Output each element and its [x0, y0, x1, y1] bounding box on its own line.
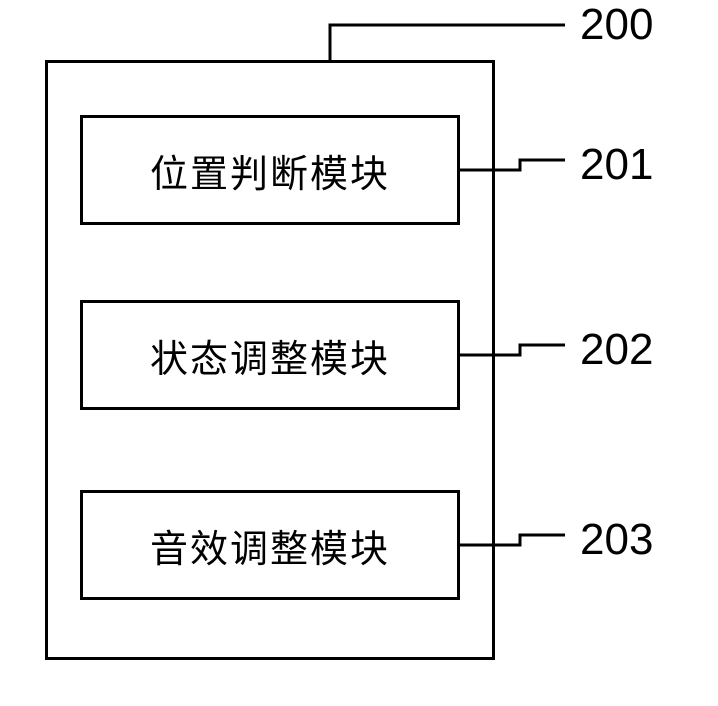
label-203: 203	[580, 515, 653, 565]
leader-203	[0, 0, 718, 706]
